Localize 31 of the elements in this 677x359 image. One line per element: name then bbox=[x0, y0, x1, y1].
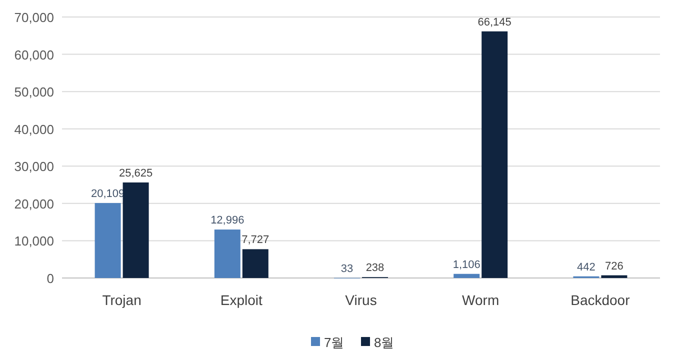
data-label: 66,145 bbox=[478, 16, 512, 28]
data-label: 12,996 bbox=[210, 214, 244, 227]
y-tick-label: 50,000 bbox=[14, 84, 54, 100]
y-tick-label: 0 bbox=[46, 271, 54, 286]
y-tick-label: 20,000 bbox=[14, 196, 54, 212]
x-tick-label: Virus bbox=[345, 292, 377, 308]
x-tick-label: Worm bbox=[462, 292, 500, 308]
data-label: 25,625 bbox=[118, 167, 153, 180]
data-label: 1,106 bbox=[452, 258, 480, 271]
y-tick-label: 40,000 bbox=[14, 122, 54, 137]
bar bbox=[601, 275, 628, 278]
data-label: 7,727 bbox=[242, 234, 270, 246]
y-tick-label: 60,000 bbox=[14, 47, 54, 62]
bar bbox=[94, 203, 121, 278]
legend-label: 7월 bbox=[324, 335, 344, 350]
legend-label: 8월 bbox=[374, 335, 394, 350]
data-label: 33 bbox=[340, 262, 354, 275]
x-tick-label: Trojan bbox=[102, 292, 142, 308]
bar bbox=[122, 182, 149, 278]
x-tick-label: Exploit bbox=[220, 292, 263, 308]
y-tick-label: 30,000 bbox=[14, 159, 54, 174]
bar bbox=[214, 230, 240, 278]
data-label: 442 bbox=[577, 261, 596, 274]
bar bbox=[482, 31, 508, 278]
bar bbox=[454, 274, 480, 278]
bar bbox=[242, 249, 268, 278]
y-tick-label: 70,000 bbox=[14, 10, 54, 25]
x-tick-label: Backdoor bbox=[570, 292, 630, 308]
data-label: 726 bbox=[605, 260, 624, 272]
data-label: 238 bbox=[366, 262, 384, 274]
y-tick-label: 10,000 bbox=[14, 234, 54, 249]
